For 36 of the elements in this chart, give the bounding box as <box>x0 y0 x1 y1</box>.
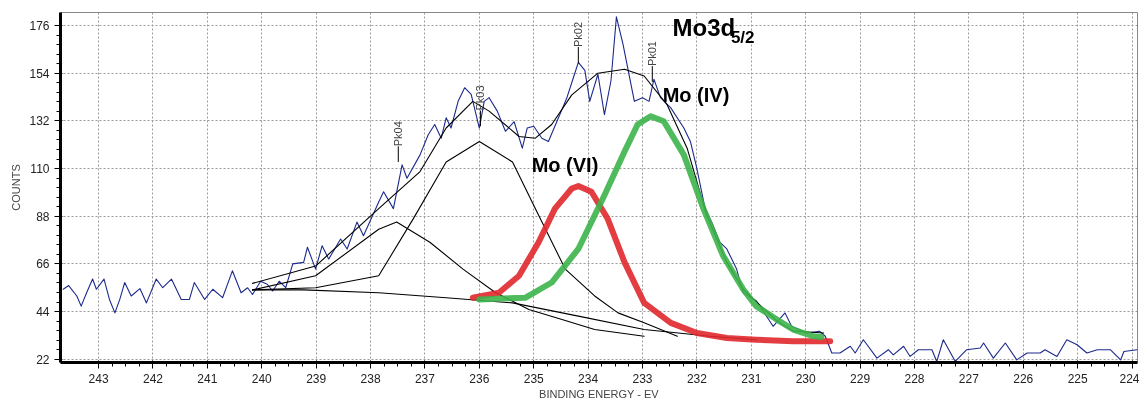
y-tick-label: 176 <box>29 19 50 33</box>
annotation: Pk02 <box>572 21 585 48</box>
x-tick-label: 228 <box>904 371 925 386</box>
annotation: Pk04 <box>392 121 405 147</box>
x-tick-label: 239 <box>306 371 327 386</box>
x-tick-label: 234 <box>578 371 599 386</box>
x-tick-label: 227 <box>958 371 980 386</box>
x-tick-label: 236 <box>469 371 490 386</box>
series-label: Mo (VI) <box>531 154 599 177</box>
series-label: Mo (IV) <box>662 84 730 107</box>
annotation: Pk01 <box>646 41 659 67</box>
y-tick-label: 88 <box>36 209 50 224</box>
x-tick-label: 241 <box>197 371 218 386</box>
y-tick-label: 132 <box>29 114 50 129</box>
x-tick-label: 229 <box>850 371 871 386</box>
x-tick-label: 235 <box>523 371 545 386</box>
y-tick-label: 66 <box>36 257 50 272</box>
y-tick-label: 22 <box>36 352 50 367</box>
x-tick-label: 233 <box>632 371 653 386</box>
x-tick-label: 224 <box>1119 371 1139 386</box>
y-tick-label: 110 <box>30 162 50 177</box>
y-tick-label: 154 <box>29 66 50 81</box>
x-tick-label: 242 <box>142 371 164 386</box>
x-tick-label: 231 <box>741 371 762 386</box>
x-tick-label: 230 <box>795 371 817 386</box>
x-tick-label: 225 <box>1067 371 1088 386</box>
annotation: Pk03 <box>474 85 487 111</box>
x-axis-title: BINDING ENERGY - EV <box>539 387 660 400</box>
x-tick-label: 237 <box>414 371 436 386</box>
y-tick-label: 44 <box>36 305 50 320</box>
x-tick-label: 238 <box>360 371 381 386</box>
x-tick-label: 240 <box>251 371 273 386</box>
x-tick-label: 243 <box>88 371 109 386</box>
x-tick-label: 226 <box>1013 371 1034 386</box>
y-axis-title: COUNTS <box>10 164 23 211</box>
x-tick-label: 232 <box>686 371 708 386</box>
